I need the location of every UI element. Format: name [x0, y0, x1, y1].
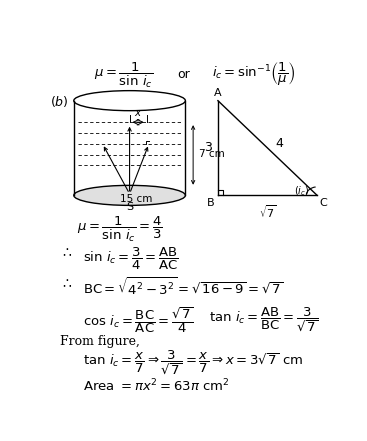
Text: $\tan\,i_c = \dfrac{\mathrm{AB}}{\mathrm{BC}} = \dfrac{3}{\sqrt{7}}$: $\tan\,i_c = \dfrac{\mathrm{AB}}{\mathrm… — [208, 306, 319, 334]
Ellipse shape — [74, 185, 185, 206]
Text: or: or — [178, 68, 190, 81]
Text: $\mu = \dfrac{1}{\sin\,i_c} = \dfrac{4}{3}$: $\mu = \dfrac{1}{\sin\,i_c} = \dfrac{4}{… — [77, 215, 162, 244]
Text: $\therefore$: $\therefore$ — [60, 276, 73, 290]
Text: $i_c = \sin^{-1}\!\left(\dfrac{1}{\mu}\right)$: $i_c = \sin^{-1}\!\left(\dfrac{1}{\mu}\r… — [212, 60, 295, 88]
Text: $\sqrt{7}$: $\sqrt{7}$ — [259, 203, 276, 220]
Text: $(b)$: $(b)$ — [50, 94, 68, 109]
Text: 4: 4 — [275, 137, 283, 150]
Text: $x$: $x$ — [134, 108, 142, 118]
Text: S: S — [126, 202, 133, 212]
Text: $\therefore$: $\therefore$ — [60, 246, 73, 259]
Text: A: A — [214, 88, 222, 98]
Text: 3: 3 — [204, 141, 212, 154]
Text: $\mathrm{BC} = \sqrt{4^2 - 3^2} = \sqrt{16-9} = \sqrt{7}$: $\mathrm{BC} = \sqrt{4^2 - 3^2} = \sqrt{… — [83, 276, 283, 296]
Text: $(i_c)$: $(i_c)$ — [294, 185, 309, 198]
Text: $\tan\,i_c = \dfrac{x}{7} \Rightarrow \dfrac{3}{\sqrt{7}} = \dfrac{x}{7} \Righta: $\tan\,i_c = \dfrac{x}{7} \Rightarrow \d… — [83, 348, 303, 377]
Text: From figure,: From figure, — [60, 335, 140, 348]
Text: 15 cm: 15 cm — [120, 194, 152, 204]
Text: $\mu = \dfrac{1}{\sin\,i_c}$: $\mu = \dfrac{1}{\sin\,i_c}$ — [94, 60, 153, 90]
Text: 7 cm: 7 cm — [199, 149, 225, 159]
Text: B: B — [206, 198, 214, 208]
Text: $\sin\,i_c = \dfrac{3}{4} = \dfrac{\mathrm{AB}}{\mathrm{AC}}$: $\sin\,i_c = \dfrac{3}{4} = \dfrac{\math… — [83, 246, 178, 272]
Text: $\cos\,i_c = \dfrac{\mathrm{BC}}{\mathrm{AC}} = \dfrac{\sqrt{7}}{4}$: $\cos\,i_c = \dfrac{\mathrm{BC}}{\mathrm… — [83, 306, 193, 336]
Text: Area $= \pi x^2 = 63\pi\ \mathrm{cm}^2$: Area $= \pi x^2 = 63\pi\ \mathrm{cm}^2$ — [83, 378, 230, 394]
Text: C: C — [319, 198, 327, 208]
